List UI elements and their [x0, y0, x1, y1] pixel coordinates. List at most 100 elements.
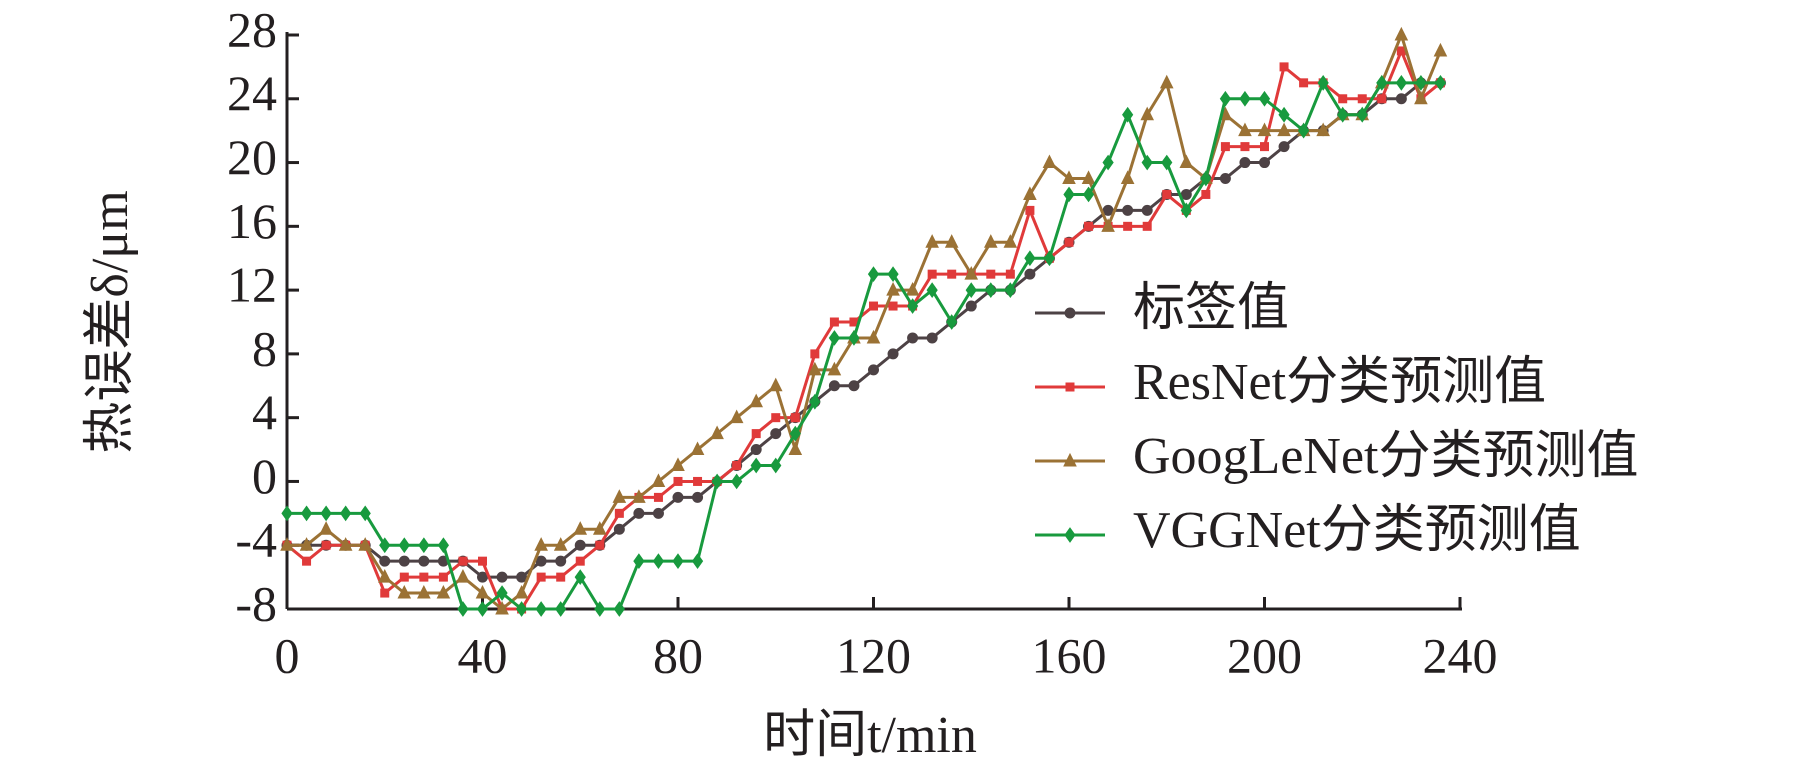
y-tick-label: -8 — [235, 575, 277, 631]
marker — [1162, 189, 1172, 199]
marker — [810, 349, 820, 359]
marker — [632, 489, 646, 503]
marker — [556, 572, 566, 582]
marker — [1141, 154, 1153, 171]
marker — [828, 380, 840, 392]
marker — [1200, 170, 1212, 187]
marker — [1433, 42, 1448, 57]
marker — [1043, 250, 1056, 267]
y-tick-label: 20 — [227, 129, 277, 185]
marker — [397, 584, 412, 599]
marker — [534, 537, 548, 551]
y-tick-label: -4 — [235, 512, 277, 568]
marker — [457, 601, 469, 617]
marker — [1377, 94, 1387, 104]
y-tick-label: 16 — [227, 193, 277, 249]
marker — [789, 425, 801, 442]
marker — [1159, 74, 1174, 89]
marker — [965, 282, 977, 298]
marker — [1122, 204, 1134, 216]
marker — [319, 521, 333, 535]
marker — [729, 409, 744, 424]
marker — [671, 457, 685, 471]
marker — [869, 301, 878, 311]
marker — [947, 269, 957, 279]
marker — [1337, 106, 1349, 123]
marker — [573, 521, 588, 535]
marker — [496, 585, 508, 601]
marker — [965, 300, 977, 312]
y-tick-label: 0 — [252, 448, 277, 504]
marker — [866, 329, 881, 344]
marker — [553, 537, 568, 551]
marker — [592, 521, 607, 535]
marker — [300, 505, 313, 522]
x-tick-label: 0 — [275, 627, 300, 683]
marker — [1123, 221, 1133, 231]
marker — [1240, 142, 1250, 152]
x-axis-label: 时间t/min — [763, 707, 977, 764]
marker — [475, 584, 490, 599]
marker — [986, 269, 996, 279]
marker — [1297, 122, 1310, 139]
y-tick-label: 8 — [252, 320, 277, 376]
marker — [771, 413, 781, 423]
marker — [1141, 204, 1153, 216]
marker — [1063, 452, 1077, 467]
marker — [1122, 106, 1134, 123]
marker — [1180, 202, 1192, 219]
marker — [613, 601, 625, 617]
marker — [379, 555, 391, 567]
marker — [614, 508, 624, 518]
marker — [828, 330, 841, 346]
marker — [1024, 250, 1036, 267]
marker — [711, 473, 723, 490]
marker — [1081, 170, 1096, 184]
marker — [377, 568, 392, 583]
marker — [1064, 527, 1076, 543]
marker — [651, 473, 666, 487]
marker — [1317, 74, 1329, 91]
marker — [886, 281, 900, 296]
marker — [338, 537, 353, 551]
marker — [1257, 122, 1272, 137]
marker — [809, 393, 821, 410]
marker — [1025, 205, 1035, 215]
marker — [749, 393, 764, 408]
marker — [1003, 234, 1018, 248]
marker — [436, 584, 451, 599]
marker — [672, 491, 684, 503]
marker — [732, 461, 742, 470]
marker — [1316, 122, 1330, 137]
marker — [399, 572, 409, 582]
marker — [672, 553, 684, 570]
marker — [888, 301, 898, 311]
marker — [380, 588, 390, 598]
marker — [535, 601, 547, 617]
marker — [1278, 141, 1290, 153]
marker — [887, 348, 899, 360]
marker — [495, 600, 509, 615]
marker — [281, 505, 293, 522]
x-tick-label: 40 — [458, 627, 508, 683]
marker — [633, 553, 645, 570]
marker — [1258, 90, 1271, 107]
marker — [1278, 106, 1290, 123]
marker — [438, 572, 448, 582]
marker — [299, 537, 314, 551]
marker — [515, 601, 528, 617]
marker — [1338, 94, 1348, 104]
marker — [790, 413, 800, 423]
marker — [983, 234, 998, 248]
marker — [496, 571, 508, 583]
marker — [690, 441, 705, 456]
marker — [419, 572, 429, 582]
marker — [1063, 186, 1075, 203]
y-tick-label: 12 — [227, 257, 277, 313]
marker — [964, 266, 979, 280]
marker — [768, 377, 783, 392]
marker — [536, 572, 546, 582]
marker — [1064, 307, 1076, 319]
marker — [418, 555, 430, 567]
legend-label: GoogLeNet分类预测值 — [1133, 428, 1638, 485]
